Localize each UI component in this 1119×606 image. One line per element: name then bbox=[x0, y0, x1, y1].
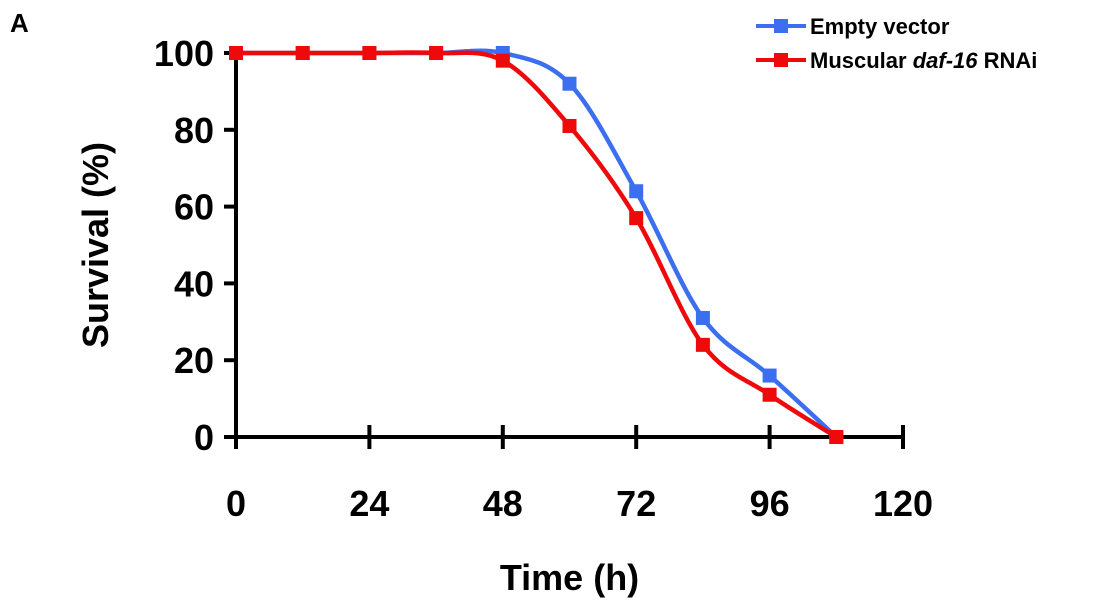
legend-marker-empty-vector bbox=[774, 19, 788, 33]
data-point-muscular-daf16-rnai bbox=[295, 46, 310, 60]
panel-label: A bbox=[10, 8, 29, 38]
data-point-muscular-daf16-rnai bbox=[762, 387, 777, 402]
y-tick-label: 0 bbox=[194, 417, 214, 458]
x-tick-label: 0 bbox=[226, 483, 246, 524]
legend-label-muscular-daf16-rnai: Muscular daf-16 RNAi bbox=[810, 48, 1037, 73]
y-ticks: 0 20 40 60 80 100 bbox=[154, 33, 236, 458]
legend-item-muscular-daf16-rnai: Muscular daf-16 RNAi bbox=[756, 48, 1037, 73]
series-line-muscular-daf16-rnai bbox=[236, 50, 838, 439]
legend-item-empty-vector: Empty vector bbox=[756, 14, 950, 39]
legend-label-prefix: Muscular bbox=[810, 48, 913, 73]
series-layer bbox=[229, 46, 844, 444]
data-point-muscular-daf16-rnai bbox=[495, 53, 510, 68]
data-point-muscular-daf16-rnai bbox=[229, 46, 243, 60]
x-tick-label: 96 bbox=[750, 483, 790, 524]
x-tick-label: 120 bbox=[873, 483, 933, 524]
x-tick-label: 72 bbox=[616, 483, 656, 524]
data-point-empty-vector bbox=[762, 368, 777, 383]
y-tick-label: 100 bbox=[154, 33, 214, 74]
data-point-muscular-daf16-rnai bbox=[562, 118, 577, 133]
axes bbox=[234, 53, 903, 439]
y-tick-label: 60 bbox=[174, 187, 214, 228]
y-axis-title: Survival (%) bbox=[75, 142, 116, 348]
data-point-muscular-daf16-rnai bbox=[629, 211, 644, 226]
data-point-empty-vector bbox=[562, 76, 577, 91]
y-tick-label: 40 bbox=[174, 263, 214, 304]
series-muscular-daf16-rnai bbox=[229, 46, 844, 444]
legend-label-suffix: RNAi bbox=[978, 48, 1038, 73]
y-tick-label: 80 bbox=[174, 110, 214, 151]
data-point-muscular-daf16-rnai bbox=[429, 46, 444, 60]
data-point-muscular-daf16-rnai bbox=[829, 430, 844, 444]
data-point-muscular-daf16-rnai bbox=[362, 46, 377, 60]
legend-marker-muscular-daf16-rnai bbox=[774, 53, 788, 67]
x-tick-label: 48 bbox=[483, 483, 523, 524]
legend: Empty vector Muscular daf-16 RNAi bbox=[756, 14, 1037, 73]
legend-label-empty-vector: Empty vector bbox=[810, 14, 950, 39]
data-point-empty-vector bbox=[695, 310, 710, 325]
x-tick-label: 24 bbox=[349, 483, 389, 524]
data-point-muscular-daf16-rnai bbox=[695, 337, 710, 352]
legend-label-italic: daf-16 bbox=[913, 48, 979, 73]
data-point-empty-vector bbox=[629, 184, 644, 199]
x-ticks: 0 24 48 72 96 120 bbox=[226, 425, 933, 524]
x-axis-title: Time (h) bbox=[500, 557, 639, 598]
y-tick-label: 20 bbox=[174, 340, 214, 381]
